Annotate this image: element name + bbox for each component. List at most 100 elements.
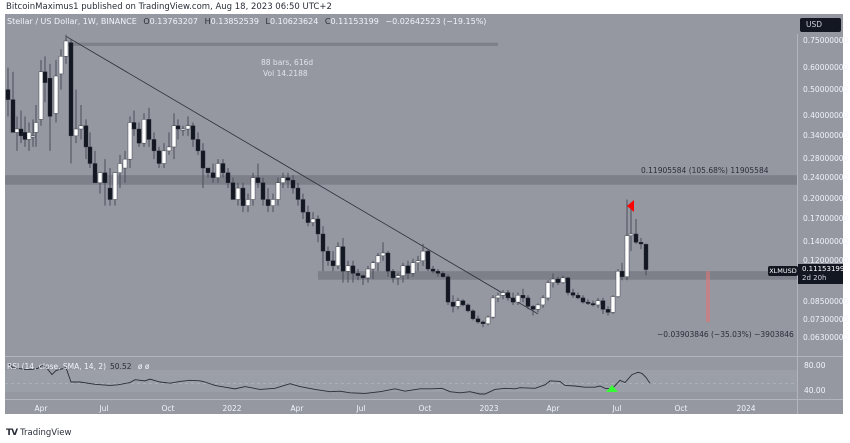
bearish-candle: [530, 306, 536, 310]
bullish-candle: [275, 182, 281, 200]
time-tick: Apr: [34, 404, 48, 413]
bearish-candle: [18, 128, 24, 137]
price-tick: 0.75000000: [803, 36, 849, 45]
bullish-candle: [127, 122, 133, 160]
bullish-candle: [141, 119, 147, 144]
change-value: −0.02642523 (−19.15%): [385, 17, 487, 26]
bearish-candle: [350, 265, 356, 274]
bullish-candle: [73, 128, 79, 137]
bar-countdown: 2d 20h: [802, 274, 827, 282]
bearish-candle: [210, 172, 216, 178]
symbol-tag: XLMUSD: [768, 266, 798, 276]
bullish-candle: [455, 300, 461, 307]
bullish-candle: [310, 218, 316, 223]
last-price-label: 0.11153199 2d 20h: [798, 264, 845, 284]
bearish-candle: [87, 146, 93, 164]
bearish-candle: [619, 270, 625, 277]
bullish-candle: [33, 122, 39, 133]
rsi-tick-40: 40.00: [804, 386, 826, 395]
bullish-candle: [415, 260, 421, 263]
bearish-candle: [195, 139, 201, 152]
bearish-candle: [565, 277, 571, 293]
bullish-candle: [628, 233, 634, 236]
time-tick: Jul: [612, 404, 622, 413]
rsi-value: 50.52: [110, 362, 132, 371]
bearish-candle: [320, 233, 326, 252]
currency-button[interactable]: USD: [800, 18, 841, 32]
price-tick: 0.17000000: [803, 213, 849, 223]
price-tick: 0.14000000: [803, 237, 849, 247]
price-tick: 0.08500000: [803, 297, 849, 307]
bearish-candle: [175, 125, 181, 130]
published-by-line: BitcoinMaximus1 published on TradingView…: [6, 2, 332, 12]
bearish-candle: [92, 163, 98, 183]
bullish-candle: [535, 304, 541, 310]
bearish-candle: [300, 199, 306, 213]
time-tick: 2024: [736, 404, 756, 413]
bearish-candle: [83, 125, 89, 148]
bearish-candle: [390, 270, 396, 279]
bearish-candle: [580, 297, 586, 303]
high-value: 0.13852539: [210, 17, 259, 26]
bearish-candle: [295, 187, 301, 200]
bullish-candle: [117, 163, 123, 173]
bearish-candle: [131, 122, 137, 130]
bearish-candle: [643, 244, 649, 270]
bearish-candle: [42, 71, 48, 83]
bullish-candle: [26, 132, 32, 140]
footer-brand[interactable]: TV TradingView: [6, 428, 71, 438]
low-label: L: [265, 17, 270, 26]
bullish-candle: [78, 125, 84, 130]
bearish-candle: [465, 304, 471, 312]
bullish-candle: [58, 56, 64, 75]
time-tick: Oct: [674, 404, 688, 413]
rsi-band: [5, 370, 797, 392]
bullish-candle: [610, 296, 616, 313]
bearish-candle: [590, 303, 596, 306]
bearish-candle: [510, 297, 516, 303]
price-tick: 0.06300000: [803, 333, 849, 342]
bearish-candle: [440, 273, 446, 277]
bullish-candle: [595, 300, 601, 306]
bullish-candle: [345, 265, 351, 272]
rsi-legend: RSI (14, close, SMA, 14, 2) 50.52 ø ø: [7, 362, 149, 371]
price-tick: 0.07300000: [803, 315, 849, 325]
bullish-candle: [112, 172, 118, 200]
bullish-candle: [400, 265, 406, 276]
bullish-candle: [122, 158, 128, 169]
bearish-candle: [340, 246, 346, 272]
bearish-candle: [47, 77, 53, 117]
bearish-candle: [435, 270, 441, 274]
range-bars-label: 88 bars, 616d: [261, 58, 314, 67]
bullish-candle: [180, 128, 186, 131]
descending-trendline: [65, 35, 539, 315]
bearish-candle: [260, 182, 266, 200]
time-axis-separator: [5, 399, 843, 400]
price-tick: 0.34000000: [803, 130, 849, 140]
bearish-signal-triangle-icon: [627, 200, 634, 212]
pane-separator[interactable]: [5, 356, 843, 357]
bullish-candle: [63, 40, 69, 57]
rsi-title[interactable]: RSI (14, close, SMA, 14, 2): [7, 362, 107, 371]
range-volume-label: Vol 14.2188: [263, 69, 308, 78]
bullish-candle: [280, 177, 286, 183]
bullish-candle: [420, 250, 426, 261]
bearish-candle: [325, 250, 331, 261]
bearish-candle: [285, 177, 291, 181]
bearish-candle: [355, 273, 361, 276]
bearish-candle: [255, 177, 261, 183]
bearish-candle: [190, 125, 196, 140]
price-tick: 0.20000000: [803, 194, 849, 204]
symbol-title[interactable]: Stellar / US Dollar, 1W, BINANCE: [7, 17, 137, 26]
bullish-candle: [245, 199, 251, 206]
bearish-candle: [220, 163, 226, 173]
bearish-candle: [470, 310, 476, 319]
price-tick: 0.24000000: [803, 172, 849, 182]
bullish-candle: [97, 172, 103, 183]
bullish-candle: [624, 235, 630, 277]
bullish-candle: [515, 295, 521, 303]
last-price-value: 0.11153199: [802, 265, 845, 273]
chart-frame[interactable]: [5, 14, 843, 414]
bearish-candle: [460, 300, 466, 306]
